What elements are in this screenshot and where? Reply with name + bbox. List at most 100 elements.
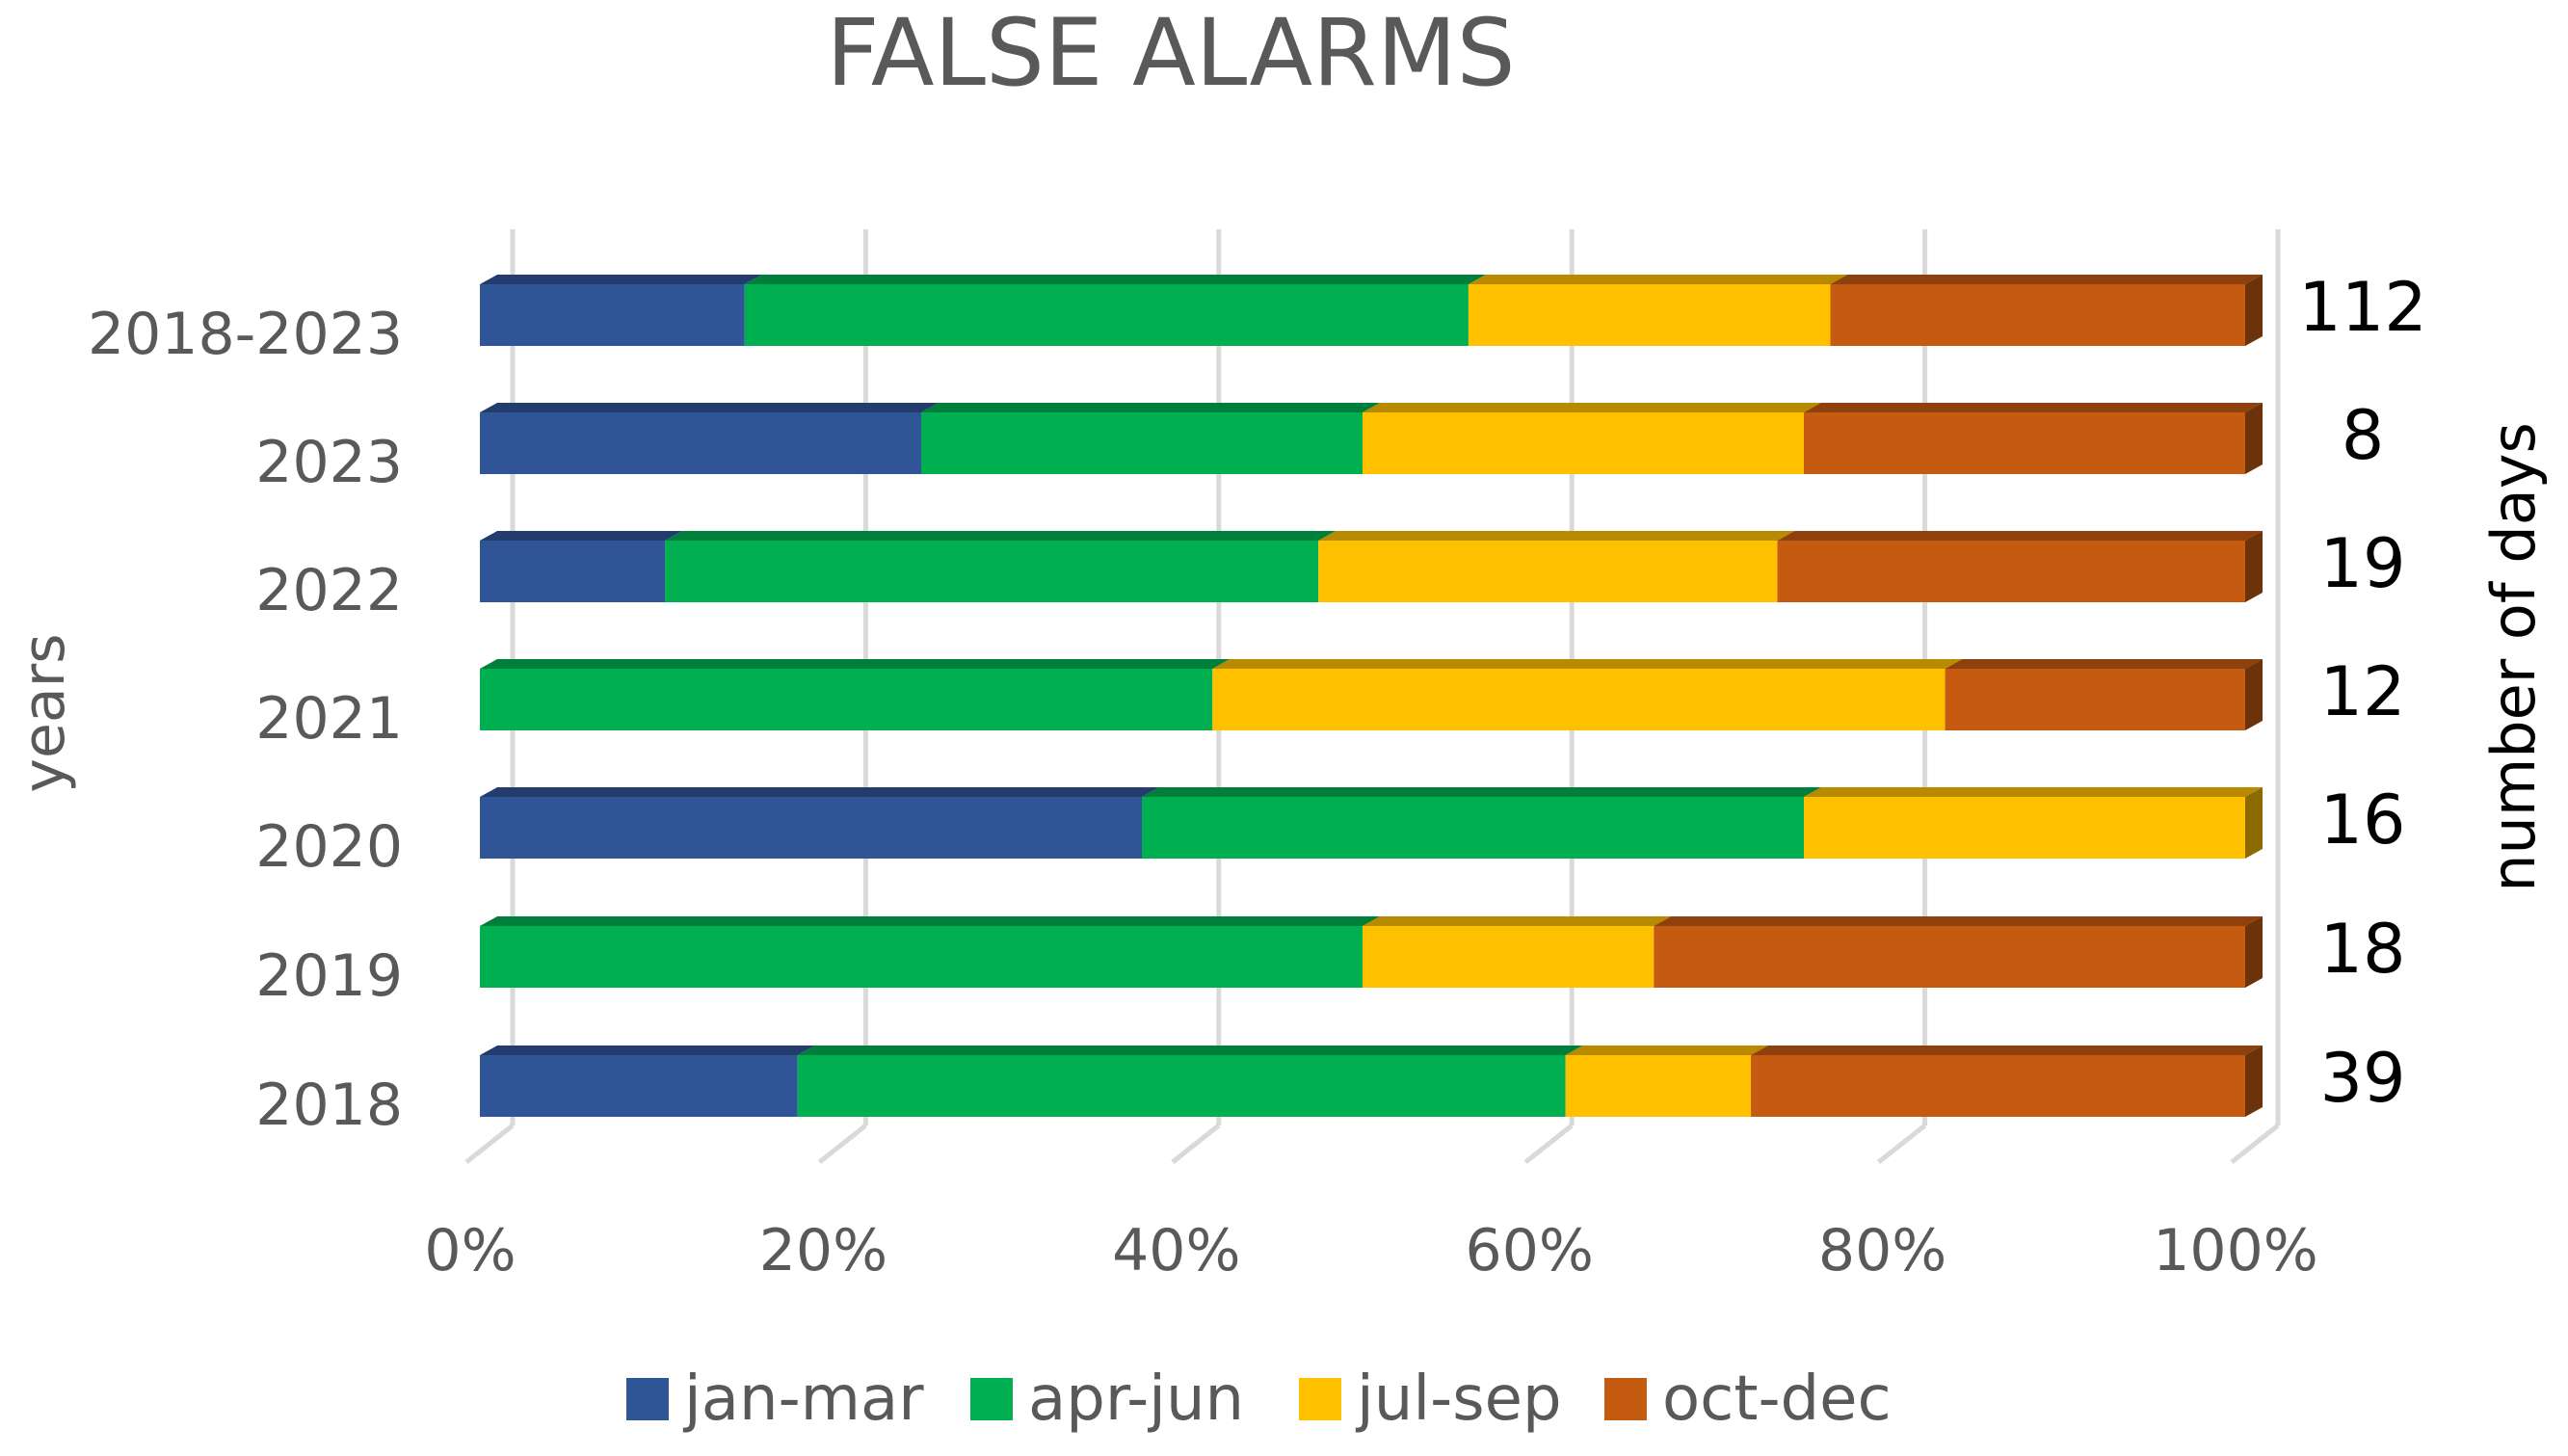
day-count-label: 16 — [2319, 781, 2405, 860]
bar-top-face — [1363, 403, 1821, 412]
bar-segment-apr-jun — [480, 926, 1363, 988]
category-label: 2018-2023 — [88, 301, 403, 368]
x-tick-labels: 0% 20% 40% 60% 80% 100% — [424, 1217, 2317, 1284]
bar-segment-jan-mar — [480, 284, 745, 346]
category-label: 2020 — [255, 813, 403, 881]
bar-segment-jul-sep — [1363, 926, 1655, 988]
day-count-label: 12 — [2319, 652, 2405, 731]
category-label: 2019 — [255, 942, 403, 1010]
bar-segment-apr-jun — [797, 1055, 1566, 1117]
bar-segment-jul-sep — [1212, 669, 1946, 730]
bar-top-face — [921, 403, 1380, 412]
bar-segment-oct-dec — [1945, 669, 2245, 730]
bar-row — [480, 531, 2263, 602]
legend: jan-mar apr-jun jul-sep oct-dec — [626, 1363, 1892, 1435]
bar-side-face — [2245, 916, 2263, 988]
category-label: 2023 — [255, 429, 403, 496]
bar-segment-jul-sep — [1565, 1055, 1752, 1117]
right-axis-title: number of days — [2478, 422, 2549, 892]
bar-row — [480, 403, 2263, 474]
bar-side-face — [2245, 403, 2263, 474]
floor-line — [817, 1124, 867, 1164]
bar-segment-oct-dec — [1751, 1055, 2245, 1117]
bar-side-face — [2245, 531, 2263, 602]
x-tick-label: 20% — [759, 1217, 887, 1284]
bar-segment-oct-dec — [1654, 926, 2245, 988]
bar-top-face — [1804, 787, 2263, 797]
bar-top-face — [1751, 1046, 2263, 1055]
floor-line — [2230, 1124, 2280, 1164]
bar-side-face — [2245, 787, 2263, 859]
bar-segment-apr-jun — [480, 669, 1213, 730]
day-count-labels: 112 8 19 12 16 18 39 — [2298, 268, 2427, 1118]
legend-item: apr-jun — [970, 1363, 1244, 1435]
bar-top-face — [1468, 275, 1848, 284]
bar-top-face — [1565, 1046, 1769, 1055]
floor-line — [1877, 1124, 1927, 1164]
legend-label: oct-dec — [1662, 1363, 1892, 1435]
bar-top-face — [665, 531, 1337, 541]
bar-side-face — [2245, 1046, 2263, 1117]
bar-top-face — [797, 1046, 1583, 1055]
bar-top-face — [1654, 916, 2263, 926]
bar-side-face — [2245, 659, 2263, 730]
legend-swatch — [626, 1378, 669, 1420]
bar-row — [480, 916, 2263, 988]
legend-item: oct-dec — [1604, 1363, 1892, 1435]
bar-segment-jul-sep — [1804, 797, 2245, 859]
legend-label: apr-jun — [1028, 1363, 1244, 1435]
bar-segment-jan-mar — [480, 1055, 798, 1117]
bar-top-face — [1318, 531, 1795, 541]
bars — [480, 275, 2263, 1117]
bar-segment-apr-jun — [921, 412, 1363, 474]
bar-segment-jan-mar — [480, 412, 921, 474]
bar-top-face — [1142, 787, 1821, 797]
y-axis-title: years — [11, 633, 78, 792]
bar-row — [480, 659, 2263, 730]
bar-top-face — [1212, 659, 1963, 669]
category-label: 2021 — [255, 685, 403, 753]
bar-top-face — [480, 275, 762, 284]
bar-top-face — [1777, 531, 2263, 541]
x-tick-label: 80% — [1818, 1217, 1946, 1284]
bar-top-face — [480, 403, 939, 412]
bar-top-face — [480, 531, 683, 541]
bar-top-face — [744, 275, 1486, 284]
day-count-label: 19 — [2319, 524, 2405, 603]
floor-line — [1171, 1124, 1221, 1164]
bar-top-face — [1804, 403, 2263, 412]
bar-segment-jul-sep — [1363, 412, 1804, 474]
chart-title: FALSE ALARMS — [826, 0, 1515, 107]
bar-top-face — [480, 659, 1231, 669]
category-labels: 2018-2023 2023 2022 2021 2020 2019 2018 — [88, 301, 403, 1139]
bar-segment-apr-jun — [665, 541, 1319, 602]
day-count-label: 18 — [2319, 910, 2405, 989]
legend-swatch — [1299, 1378, 1341, 1420]
bar-segment-jul-sep — [1318, 541, 1778, 602]
bar-row — [480, 1046, 2263, 1117]
bar-segment-oct-dec — [1830, 284, 2245, 346]
bar-segment-jan-mar — [480, 797, 1142, 859]
category-label: 2022 — [255, 557, 403, 624]
legend-label: jul-sep — [1355, 1363, 1562, 1435]
floor-line — [464, 1124, 515, 1164]
x-tick-label: 40% — [1112, 1217, 1240, 1284]
category-label: 2018 — [255, 1072, 403, 1139]
legend-item: jan-mar — [626, 1363, 924, 1435]
floor-line — [1523, 1124, 1574, 1164]
bar-row — [480, 275, 2263, 346]
bar-top-face — [480, 916, 1380, 926]
bar-top-face — [480, 787, 1159, 797]
day-count-label: 39 — [2319, 1039, 2405, 1118]
bar-top-face — [1830, 275, 2263, 284]
legend-swatch — [970, 1378, 1013, 1420]
bar-segment-jan-mar — [480, 541, 666, 602]
bar-segment-oct-dec — [1804, 412, 2245, 474]
bar-top-face — [480, 1046, 815, 1055]
day-count-label: 112 — [2298, 268, 2427, 347]
x-tick-label: 100% — [2153, 1217, 2318, 1284]
day-count-label: 8 — [2342, 396, 2385, 475]
x-tick-label: 0% — [424, 1217, 516, 1284]
bar-row — [480, 787, 2263, 859]
